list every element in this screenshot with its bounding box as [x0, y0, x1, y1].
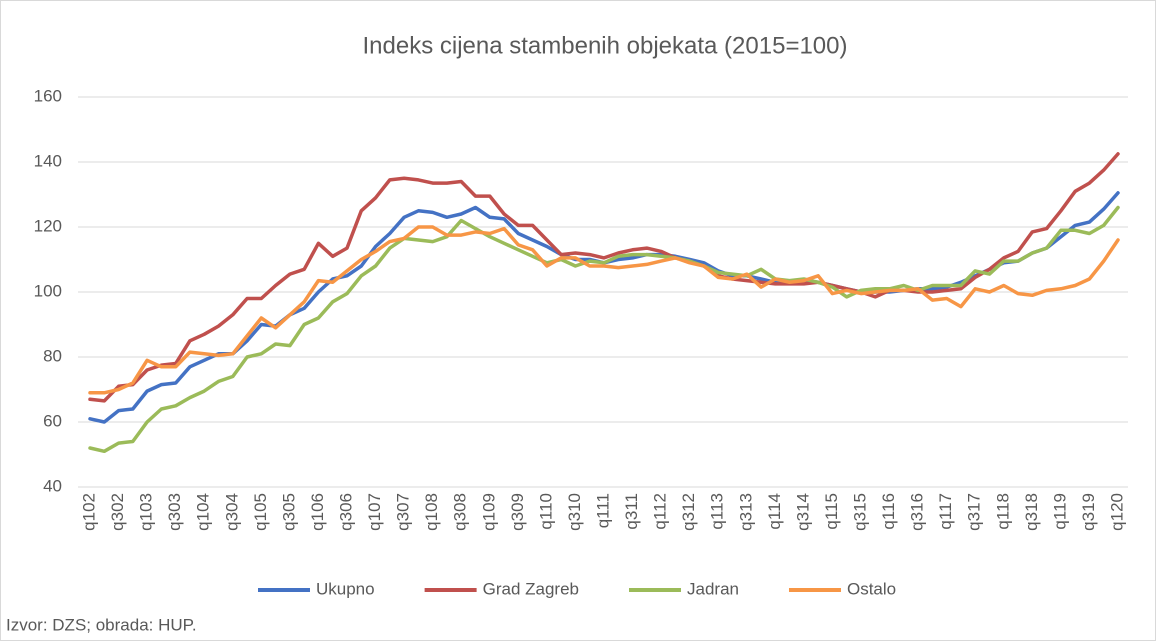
x-tick-label: q312: [679, 493, 698, 531]
x-tick-label: q318: [1022, 493, 1041, 531]
x-tick-label: q119: [1050, 493, 1069, 530]
x-tick-label: q102: [79, 493, 98, 531]
x-tick-label: q305: [279, 493, 298, 531]
legend-label: Jadran: [687, 579, 739, 598]
x-tick-label: q117: [936, 493, 955, 530]
x-tick-label: q112: [651, 493, 670, 530]
source-note: Izvor: DZS; obrada: HUP.: [6, 615, 197, 634]
x-tick-label: q115: [822, 493, 841, 530]
y-tick-label: 80: [43, 346, 62, 365]
y-tick-label: 60: [43, 411, 62, 430]
y-tick-label: 100: [34, 281, 62, 300]
x-tick-label: q303: [165, 493, 184, 531]
x-tick-label: q317: [965, 493, 984, 531]
x-tick-label: q309: [508, 493, 527, 531]
x-tick-label: q313: [736, 493, 755, 531]
legend-label: Ostalo: [847, 579, 896, 598]
x-tick-label: q311: [622, 493, 641, 530]
x-tick-label: q111: [593, 493, 612, 528]
x-tick-label: q116: [879, 493, 898, 530]
x-tick-label: q314: [793, 493, 812, 531]
legend-label: Ukupno: [316, 579, 375, 598]
y-tick-label: 120: [34, 216, 62, 235]
x-tick-label: q308: [451, 493, 470, 531]
x-tick-label: q103: [137, 493, 156, 531]
x-tick-label: q315: [850, 493, 869, 531]
x-tick-label: q108: [422, 493, 441, 531]
x-tick-label: q304: [222, 493, 241, 531]
chart-title: Indeks cijena stambenih objekata (2015=1…: [363, 32, 848, 59]
x-tick-label: q307: [394, 493, 413, 531]
y-tick-label: 160: [34, 86, 62, 105]
legend-label: Grad Zagreb: [483, 579, 579, 598]
series-line: [88, 205, 1120, 454]
series-line: [88, 225, 1120, 395]
series-line: [88, 152, 1120, 403]
x-tick-label: q120: [1107, 493, 1126, 531]
x-tick-label: q118: [993, 493, 1012, 530]
x-tick-label: q114: [765, 493, 784, 530]
x-tick-label: q306: [336, 493, 355, 531]
x-tick-label: q109: [479, 493, 498, 531]
x-tick-label: q302: [108, 493, 127, 531]
y-tick-label: 140: [34, 151, 62, 170]
x-tick-label: q104: [194, 493, 213, 531]
x-tick-label: q310: [565, 493, 584, 531]
x-tick-label: q107: [365, 493, 384, 531]
x-tick-label: q319: [1079, 493, 1098, 531]
x-tick-label: q316: [908, 493, 927, 531]
x-tick-label: q105: [251, 493, 270, 531]
y-tick-label: 40: [43, 476, 62, 495]
x-tick-label: q110: [536, 493, 555, 530]
x-tick-label: q106: [308, 493, 327, 531]
x-tick-label: q113: [708, 493, 727, 530]
